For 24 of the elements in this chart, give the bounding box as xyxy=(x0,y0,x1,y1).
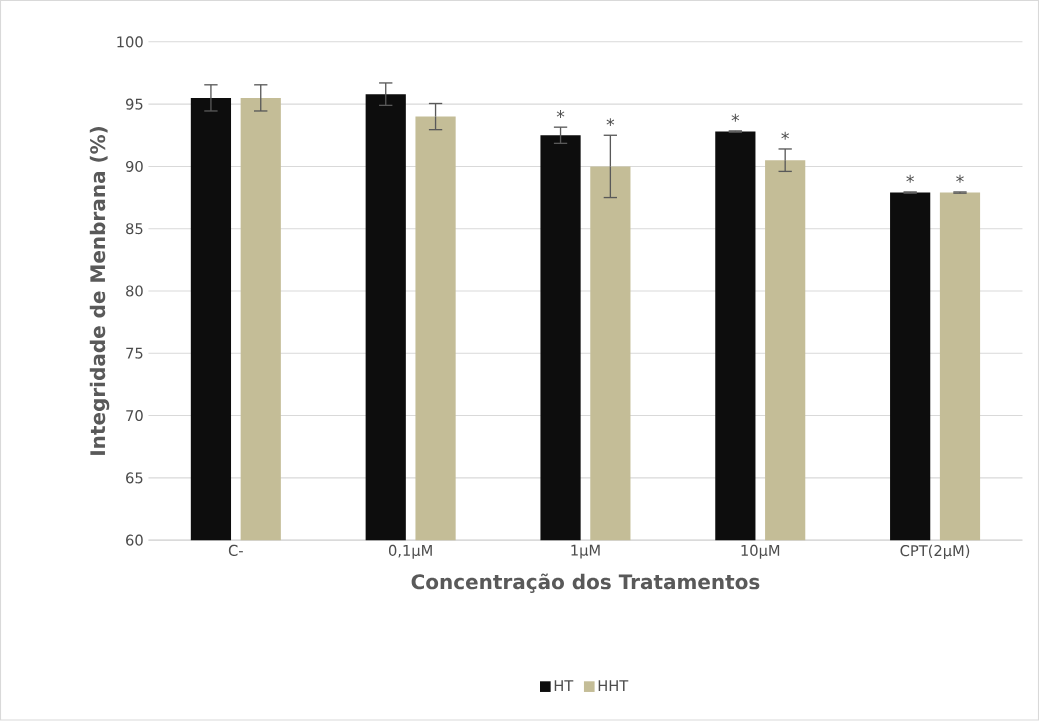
y-tick-label: 70 xyxy=(126,410,143,422)
y-tick-label: 80 xyxy=(126,285,143,297)
x-tick-label: 1µM xyxy=(571,545,600,559)
x-axis-title: Concentração dos Tratamentos xyxy=(411,573,760,594)
data-label: * xyxy=(606,118,615,127)
y-tick-label: 100 xyxy=(117,36,143,48)
y-tick-label: 75 xyxy=(126,348,143,359)
x-tick-label: 0,1µM xyxy=(388,545,432,559)
y-tick-label: 60 xyxy=(126,534,143,546)
y-tick-label: 85 xyxy=(126,223,143,235)
data-label: * xyxy=(781,132,789,140)
x-tick-label: 10µM xyxy=(741,545,780,559)
data-label: * xyxy=(731,114,740,122)
y-tick-label: 95 xyxy=(126,98,143,110)
y-tick-label: 65 xyxy=(126,472,143,484)
data-label: * xyxy=(556,110,565,119)
legend-label: HT xyxy=(554,680,574,692)
data-label: * xyxy=(956,175,964,183)
y-axis-title: Integridade de Menbrana (%) xyxy=(89,127,110,456)
x-tick-label: C- xyxy=(228,545,243,557)
y-tick-label: 90 xyxy=(126,161,143,173)
data-label: * xyxy=(906,175,914,183)
x-tick-label: CPT(2µM) xyxy=(900,545,970,560)
legend-label: HHT xyxy=(598,680,629,692)
